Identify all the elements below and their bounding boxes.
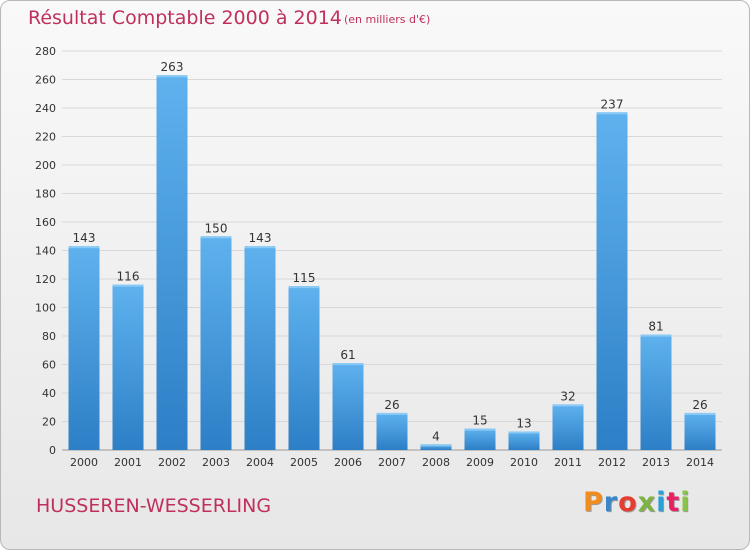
logo-letter: i <box>680 487 691 518</box>
data-label: 263 <box>161 60 184 74</box>
y-tick-label: 100 <box>35 302 56 315</box>
x-tick-label: 2013 <box>642 456 670 469</box>
bar-highlight <box>552 404 584 407</box>
y-tick-label: 260 <box>35 74 56 87</box>
y-tick-label: 40 <box>42 387 56 400</box>
logo-letter: P <box>583 487 604 518</box>
data-label: 4 <box>432 429 440 443</box>
bar-2004 <box>244 246 276 450</box>
logo-letter: x <box>637 487 657 518</box>
logo-letter: r <box>603 487 619 518</box>
data-label: 61 <box>340 348 355 362</box>
bar-2008 <box>420 444 452 450</box>
x-tick-label: 2010 <box>510 456 538 469</box>
bar-2012 <box>596 112 628 451</box>
data-label: 13 <box>516 416 531 430</box>
y-tick-label: 220 <box>35 131 56 144</box>
data-label: 116 <box>117 270 140 284</box>
y-tick-label: 120 <box>35 273 56 286</box>
data-label: 26 <box>384 398 399 412</box>
x-tick-label: 2007 <box>378 456 406 469</box>
bar-2000 <box>68 246 100 450</box>
x-tick-label: 2001 <box>114 456 142 469</box>
y-tick-label: 180 <box>35 188 56 201</box>
data-label: 115 <box>293 271 316 285</box>
bar-highlight <box>112 284 144 287</box>
bar-2006 <box>332 363 364 450</box>
bar-highlight <box>376 412 408 415</box>
data-labels: 143 116 263 150 143 115 61 26 4 15 13 32 237 81 26 <box>73 60 708 443</box>
bar-highlight <box>156 75 188 78</box>
bar-2003 <box>200 236 232 450</box>
y-tick-label: 60 <box>42 359 56 372</box>
y-tick-label: 240 <box>35 102 56 115</box>
data-label: 143 <box>73 231 96 245</box>
data-label: 237 <box>601 97 624 111</box>
data-label: 143 <box>249 231 272 245</box>
data-label: 26 <box>692 398 707 412</box>
y-tick-label: 140 <box>35 245 56 258</box>
y-tick-label: 0 <box>49 444 56 457</box>
x-tick-label: 2011 <box>554 456 582 469</box>
data-label: 15 <box>472 414 487 428</box>
bar-2011 <box>552 404 584 450</box>
x-tick-label: 2002 <box>158 456 186 469</box>
chart-title: Résultat Comptable 2000 à 2014 <box>28 7 342 29</box>
bar-highlight <box>200 236 232 239</box>
bar-highlight <box>684 412 716 415</box>
bar-2013 <box>640 334 672 450</box>
y-tick-label: 80 <box>42 330 56 343</box>
bar-2010 <box>508 431 540 450</box>
bar-highlight <box>420 444 452 447</box>
y-tick-label: 20 <box>42 416 56 429</box>
x-tick-label: 2004 <box>246 456 274 469</box>
bar-highlight <box>640 334 672 337</box>
bar-highlight <box>508 431 540 434</box>
bar-highlight <box>332 363 364 366</box>
x-axis-ticks: 2000 2001 2002 2003 2004 2005 2006 2007 2008 2009… <box>70 456 714 469</box>
x-tick-label: 2008 <box>422 456 450 469</box>
bar-highlight <box>464 428 496 431</box>
y-tick-label: 160 <box>35 216 56 229</box>
data-label: 32 <box>560 389 575 403</box>
bar-highlight <box>244 246 276 249</box>
x-tick-label: 2005 <box>290 456 318 469</box>
proxiti-logo: Proxiti <box>583 487 691 518</box>
bar-highlight <box>68 246 100 249</box>
x-tick-label: 2006 <box>334 456 362 469</box>
bar-2014 <box>684 412 716 450</box>
logo-letter: i <box>656 487 667 518</box>
logo-letter: t <box>666 487 681 518</box>
bar-2009 <box>464 428 496 450</box>
data-label: 150 <box>205 221 228 235</box>
commune-name: HUSSEREN-WESSERLING <box>36 495 272 517</box>
y-tick-label: 200 <box>35 159 56 172</box>
bar-highlight <box>596 112 628 115</box>
x-tick-label: 2014 <box>686 456 714 469</box>
x-tick-label: 2012 <box>598 456 626 469</box>
x-tick-label: 2003 <box>202 456 230 469</box>
bar-2001 <box>112 284 144 450</box>
bar-highlight <box>288 286 320 289</box>
data-label: 81 <box>648 320 663 334</box>
bar-2005 <box>288 286 320 450</box>
logo-letter: o <box>618 487 638 518</box>
chart-subtitle: (en milliers d'€) <box>344 13 431 26</box>
bar-2007 <box>376 412 408 450</box>
x-tick-label: 2000 <box>70 456 98 469</box>
y-tick-label: 280 <box>35 45 56 58</box>
x-tick-label: 2009 <box>466 456 494 469</box>
bars <box>68 75 716 451</box>
y-axis-ticks: 0 20 40 60 80 100 120 140 160 180 200 220 240 260 280 <box>35 45 56 457</box>
bar-2002 <box>156 75 188 450</box>
